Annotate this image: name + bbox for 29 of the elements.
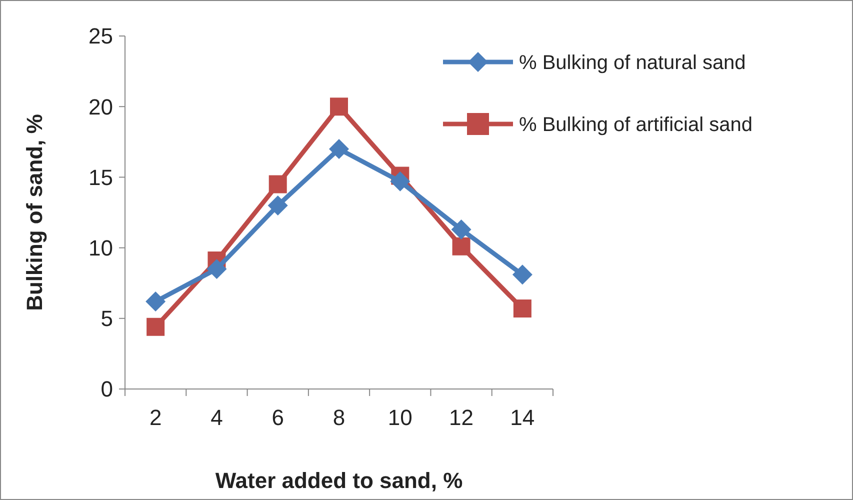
y-tick-label: 0 [100, 376, 113, 402]
point [146, 318, 165, 336]
x-tick-label: 6 [272, 405, 284, 430]
point [451, 219, 472, 240]
point [146, 291, 166, 312]
x-tick-label: 4 [210, 405, 223, 430]
point [513, 300, 532, 318]
y-tick-label: 20 [88, 94, 113, 120]
point [330, 98, 348, 116]
y-tick-label: 15 [88, 164, 113, 190]
x-tick-label: 8 [332, 405, 346, 430]
x-axis-title: Water added to sand, % [215, 468, 463, 493]
x-tick-label: 2 [149, 405, 162, 430]
point [268, 175, 287, 194]
point [329, 138, 349, 159]
y-tick-label: 10 [88, 236, 113, 260]
y-tick-label: 25 [88, 24, 113, 49]
x-tick-label: 10 [388, 405, 412, 430]
y-axis-title: Bulking of sand, % [22, 114, 47, 311]
legend-label: % Bulking of artificial sand [519, 114, 752, 136]
x-tick-label: 14 [510, 405, 535, 430]
x-tick-label: 12 [449, 405, 474, 430]
point [268, 195, 288, 216]
point [452, 237, 470, 256]
point [512, 264, 532, 285]
y-tick-label: 5 [100, 306, 113, 332]
point [390, 171, 410, 192]
point [206, 258, 227, 279]
legend-label: % Bulking of natural sand [519, 52, 746, 74]
